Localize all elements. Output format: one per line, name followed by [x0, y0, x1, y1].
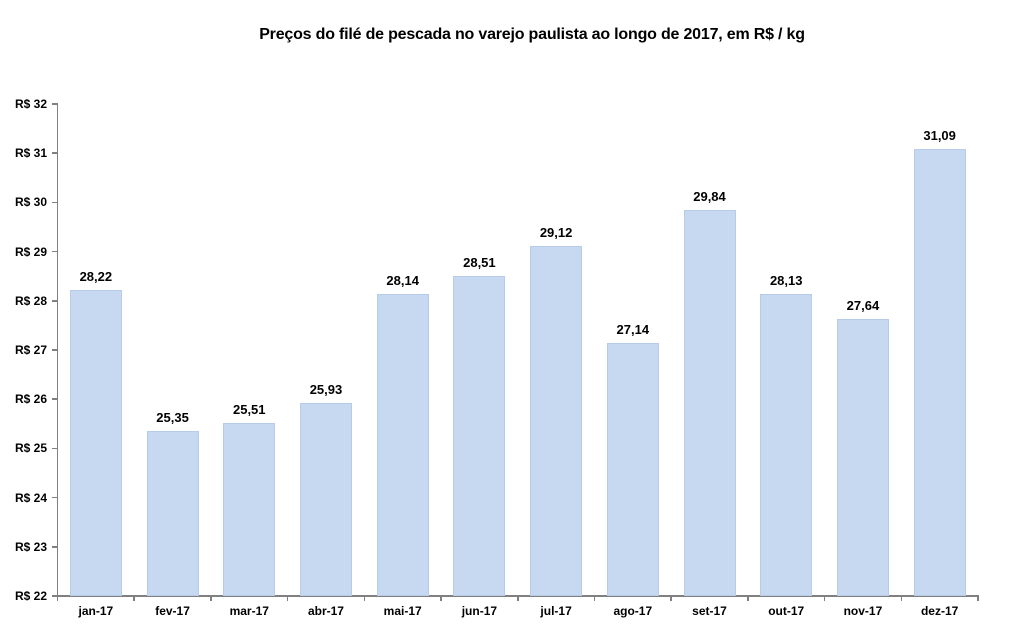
- y-tick-label: R$ 28: [14, 293, 47, 308]
- y-axis-tick: [51, 201, 58, 204]
- bar-value-label: 29,12: [539, 224, 573, 240]
- bar-value-label: 25,51: [232, 402, 266, 418]
- x-axis-tick: [977, 596, 979, 601]
- bar-value-label: 28,22: [79, 268, 113, 284]
- x-axis-tick: [593, 596, 596, 601]
- x-tick-label: out-17: [768, 604, 805, 618]
- y-axis: [56, 104, 59, 596]
- bar-set-17: [683, 210, 736, 596]
- bar-nov-17: [836, 318, 889, 596]
- y-axis-tick: [51, 250, 58, 253]
- x-axis-tick: [440, 596, 442, 601]
- y-axis-tick: [51, 398, 58, 400]
- x-tick-label: dez-17: [920, 604, 959, 618]
- bar-value-label: 25,93: [309, 381, 343, 397]
- y-axis-tick: [51, 300, 58, 302]
- x-axis-tick: [210, 596, 212, 601]
- y-axis-tick: [51, 496, 58, 499]
- bar-dez-17: [913, 148, 966, 596]
- bar-value-label: 25,35: [156, 410, 189, 426]
- y-axis-tick: [51, 103, 58, 105]
- bar-fev-17: [146, 431, 199, 596]
- bar-jul-17: [530, 245, 583, 596]
- x-axis-tick: [517, 596, 519, 601]
- bar-mar-17: [223, 423, 276, 596]
- x-axis-tick: [747, 596, 749, 601]
- x-tick-label: mar-17: [229, 604, 269, 618]
- bar-value-label: 28,14: [386, 272, 419, 288]
- x-tick-label: mai-17: [383, 604, 422, 618]
- x-axis-tick: [286, 596, 289, 601]
- y-tick-label: R$ 22: [14, 589, 47, 603]
- y-axis-tick: [51, 595, 58, 597]
- bar-value-label: 31,09: [923, 127, 956, 143]
- x-tick-label: ago-17: [613, 604, 653, 618]
- bar-jan-17: [69, 289, 122, 596]
- bar-value-label: 28,51: [463, 254, 496, 270]
- x-tick-label: jun-17: [461, 604, 498, 618]
- y-axis-tick: [51, 152, 58, 154]
- y-axis-tick: [51, 546, 58, 548]
- y-tick-label: R$ 25: [14, 441, 47, 456]
- bar-abr-17: [299, 402, 352, 596]
- x-axis-tick: [363, 596, 366, 601]
- bar-value-label: 27,64: [846, 297, 880, 313]
- x-tick-label: set-17: [692, 604, 727, 618]
- bar-value-label: 27,14: [616, 322, 650, 338]
- x-axis-tick: [823, 596, 826, 601]
- y-tick-label: R$ 24: [14, 490, 47, 505]
- bar-value-label: 28,13: [769, 273, 803, 289]
- x-tick-label: jul-17: [540, 604, 572, 618]
- x-tick-label: abr-17: [307, 604, 344, 618]
- bar-mai-17: [376, 293, 429, 596]
- y-tick-label: R$ 26: [14, 392, 47, 407]
- y-tick-label: R$ 30: [14, 195, 47, 210]
- y-axis-tick: [51, 349, 58, 351]
- y-axis-tick: [51, 447, 58, 450]
- y-tick-label: R$ 23: [14, 539, 47, 554]
- bar-ago-17: [606, 343, 659, 596]
- x-axis-tick: [133, 596, 135, 601]
- x-tick-label: jan-17: [78, 604, 114, 618]
- bar-jun-17: [453, 275, 506, 596]
- bar-out-17: [760, 294, 813, 596]
- y-tick-label: R$ 27: [14, 343, 47, 357]
- y-tick-label: R$ 29: [14, 244, 47, 259]
- chart-title: Preços do filé de pescada no varejo paul…: [259, 26, 805, 43]
- x-tick-label: nov-17: [843, 604, 883, 618]
- bar-value-label: 29,84: [693, 189, 726, 205]
- y-tick-label: R$ 31: [14, 146, 47, 161]
- x-axis-tick: [900, 596, 903, 601]
- x-axis-tick: [670, 596, 672, 601]
- y-tick-label: R$ 32: [14, 97, 47, 111]
- x-axis-tick: [56, 596, 59, 601]
- x-tick-label: fev-17: [155, 604, 190, 618]
